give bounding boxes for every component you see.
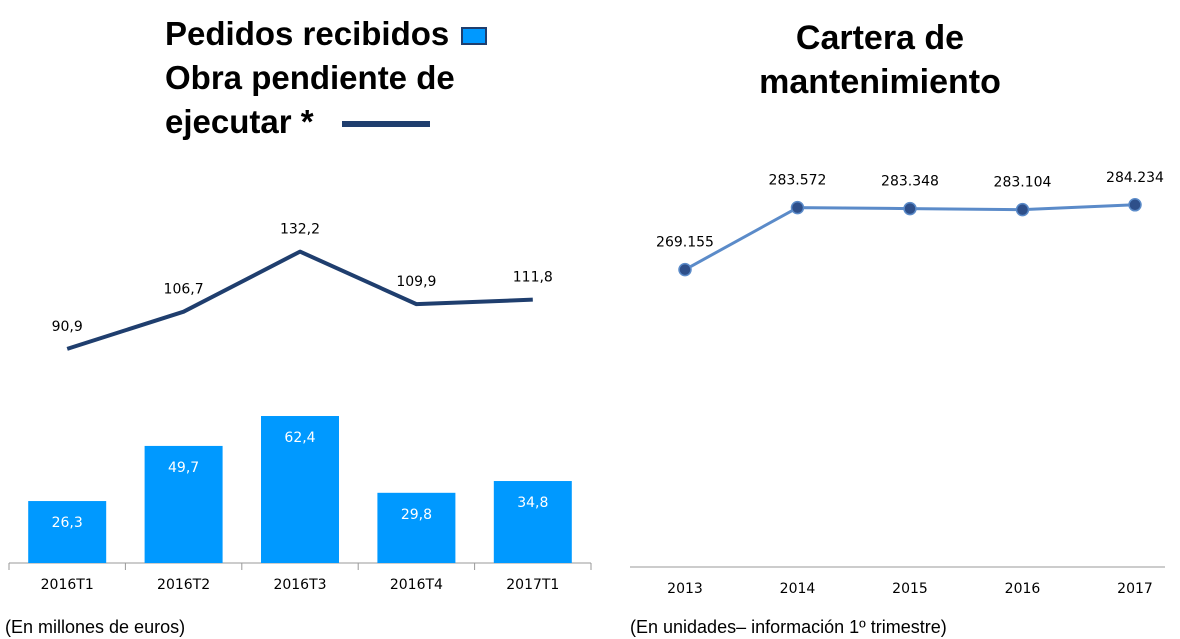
chart: 2016T1 2016T2 2016T3 2016T4 2017T1 26,3 49,7 62… [0, 0, 1180, 639]
data-label: 283.104 [994, 175, 1052, 191]
x-tick-label: 2014 [780, 581, 816, 597]
note: (En millones de euros) [5, 617, 185, 637]
bar [28, 501, 106, 563]
data-label: 109,9 [396, 274, 436, 290]
marker [904, 203, 916, 215]
x-tick-label: 2016T3 [273, 577, 326, 593]
marker [1017, 204, 1029, 216]
line [67, 252, 533, 349]
bar [377, 493, 455, 563]
bar-label: 62,4 [284, 430, 315, 446]
x-tick-label: 2017 [1117, 581, 1153, 597]
x-tick-label: 2016T2 [157, 577, 210, 593]
bar [494, 481, 572, 563]
bar-label: 34,8 [517, 495, 548, 511]
data-label: 106,7 [164, 282, 204, 298]
x-tick-label: 2016T4 [390, 577, 443, 593]
x-tick-label: 2016T1 [41, 577, 94, 593]
data-label: 111,8 [513, 270, 553, 286]
bar-label: 49,7 [168, 460, 199, 476]
data-label: 283.348 [881, 174, 939, 190]
note: (En unidades– información 1º trimestre) [630, 617, 947, 637]
marker [792, 202, 804, 214]
page: {"chart_data": [ {"type": "bar_line", "c… [0, 0, 1180, 639]
data-label: 284.234 [1106, 170, 1164, 186]
marker [1129, 199, 1141, 211]
x-tick-label: 2017T1 [506, 577, 559, 593]
data-label: 90,9 [52, 319, 83, 335]
bar-label: 29,8 [401, 507, 432, 523]
x-tick-label: 2013 [667, 581, 703, 597]
x-tick-label: 2015 [892, 581, 928, 597]
data-label: 283.572 [769, 173, 827, 189]
data-label: 269.155 [656, 235, 714, 251]
marker [679, 264, 691, 276]
x-tick-label: 2016 [1005, 581, 1041, 597]
bar-label: 26,3 [52, 515, 83, 531]
data-label: 132,2 [280, 222, 320, 238]
